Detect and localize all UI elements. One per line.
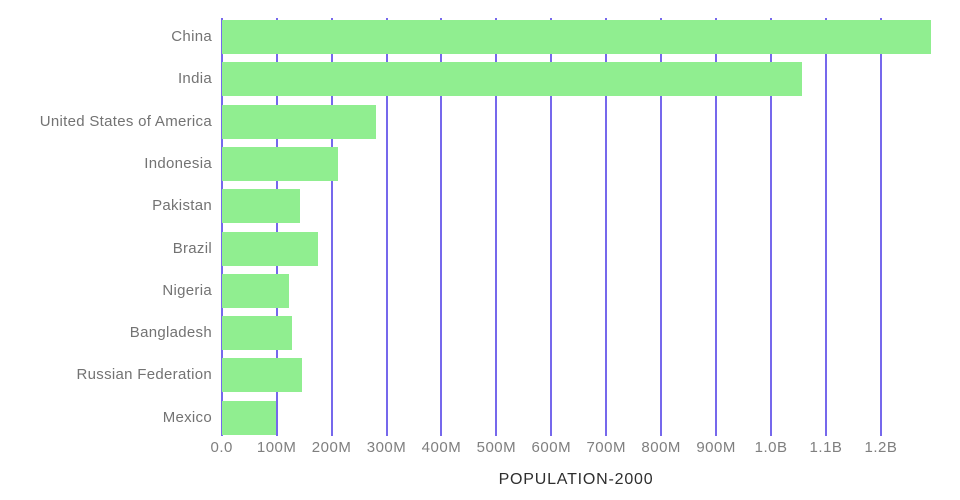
category-label-bangladesh: Bangladesh: [129, 324, 212, 342]
category-label-mexico: Mexico: [162, 408, 212, 426]
gridline-600m: [550, 18, 553, 436]
category-label-russian-federation: Russian Federation: [76, 366, 212, 384]
gridline-700m: [605, 18, 608, 436]
gridline-300m: [385, 18, 388, 436]
x-tick-label-700m: 700M: [586, 439, 626, 456]
x-tick-label-0-0: 0.0: [210, 439, 233, 456]
x-tick-label-100m: 100M: [256, 439, 297, 456]
gridline-800m: [660, 18, 663, 436]
x-tick-label-1-0b: 1.0B: [754, 439, 788, 456]
x-tick-label-200m: 200M: [311, 439, 352, 456]
x-tick-label-800m: 800M: [641, 439, 681, 456]
x-tick-label-400m: 400M: [421, 439, 462, 456]
gridline-1-2b: [879, 18, 882, 436]
bar-nigeria: [221, 273, 289, 308]
bar-india: [221, 62, 803, 97]
category-label-pakistan: Pakistan: [152, 197, 212, 215]
bar-russian-federation: [221, 358, 303, 393]
x-tick-label-1-2b: 1.2B: [864, 439, 898, 456]
gridline-1-1b: [824, 18, 827, 436]
bar-pakistan: [221, 189, 300, 224]
bar-bangladesh: [221, 316, 292, 351]
gridline-100m: [275, 18, 278, 436]
x-tick-label-500m: 500M: [476, 439, 517, 456]
gridline-200m: [330, 18, 333, 436]
gridline-400m: [440, 18, 443, 436]
x-axis-title: POPULATION-2000: [498, 471, 654, 488]
category-label-nigeria: Nigeria: [162, 281, 212, 299]
category-label-united-states-of-america: United States of America: [39, 112, 212, 130]
gridline-0-0: [220, 18, 223, 436]
bar-brazil: [221, 231, 318, 266]
bar-indonesia: [221, 146, 338, 181]
gridline-900m: [715, 18, 718, 436]
x-tick-label-1-1b: 1.1B: [809, 439, 843, 456]
x-tick-label-900m: 900M: [696, 439, 736, 456]
category-label-china: China: [171, 28, 212, 45]
gridline-500m: [495, 18, 498, 436]
bar-china: [221, 20, 931, 54]
category-label-indonesia: Indonesia: [144, 154, 212, 172]
x-tick-label-600m: 600M: [531, 439, 572, 456]
gridline-1-0b: [770, 18, 773, 436]
bar-united-states-of-america: [221, 104, 377, 139]
bar-mexico: [221, 400, 277, 435]
category-label-india: India: [177, 70, 212, 88]
category-label-brazil: Brazil: [172, 239, 212, 257]
x-tick-label-300m: 300M: [366, 439, 407, 456]
